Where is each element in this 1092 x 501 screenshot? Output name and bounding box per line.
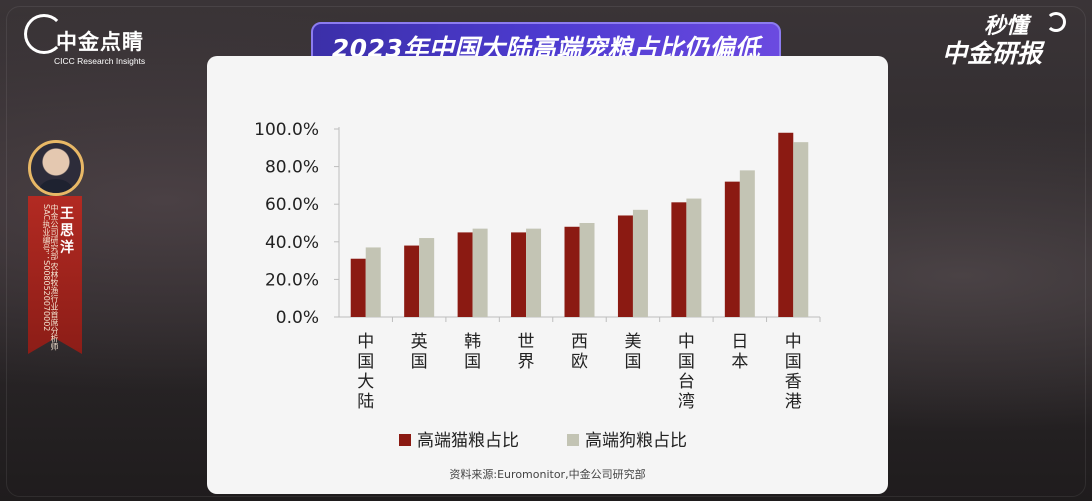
video-frame bbox=[6, 6, 1086, 497]
bar-cat bbox=[457, 232, 473, 317]
bar-cat bbox=[617, 215, 633, 317]
x-tick-label: 港 bbox=[785, 392, 802, 412]
x-tick-label: 韩 bbox=[464, 332, 481, 352]
bar-cat bbox=[564, 226, 580, 317]
bar-cat bbox=[671, 202, 687, 317]
x-tick-label: 美 bbox=[624, 332, 641, 352]
x-tick-label: 世 bbox=[518, 332, 535, 352]
bar-dog bbox=[472, 228, 488, 317]
x-tick-label: 台 bbox=[678, 372, 695, 392]
logo-name: 中金点睛 bbox=[56, 30, 144, 54]
bar-dog bbox=[686, 198, 702, 317]
chart-panel: 0.0% 20.0% 40.0% 60.0% 80.0% 100.0% 中国大陆英国韩国世界… bbox=[207, 56, 888, 494]
x-tick-label: 香 bbox=[785, 372, 802, 392]
bar-dog bbox=[419, 238, 435, 317]
legend-label: 高端猫粮占比 bbox=[417, 431, 519, 451]
x-tick-label: 日 bbox=[731, 332, 748, 352]
x-tick-label: 国 bbox=[464, 352, 481, 372]
logo-subtitle: CICC Research Insights bbox=[54, 56, 146, 66]
avatar-body bbox=[39, 179, 73, 193]
bar-chart: 0.0%20.0%40.0%60.0%80.0%100.0%中国大陆英国韩国世界… bbox=[254, 120, 821, 451]
bar-dog bbox=[526, 228, 542, 317]
x-tick-label: 中 bbox=[357, 332, 374, 352]
chart-source: 资料来源:Euromonitor,中金公司研究部 bbox=[449, 468, 646, 481]
bar-cat bbox=[404, 245, 420, 317]
legend-swatch bbox=[399, 434, 411, 446]
x-tick-label: 本 bbox=[731, 352, 748, 372]
cicc-logo-icon bbox=[24, 14, 64, 54]
brand-line2: 中金研报 bbox=[941, 39, 1042, 68]
avatar bbox=[28, 140, 84, 196]
x-tick-label: 界 bbox=[518, 352, 535, 372]
x-tick-label: 西 bbox=[571, 332, 588, 352]
y-tick-label: 0.0% bbox=[276, 308, 319, 328]
x-tick-label: 中 bbox=[785, 332, 802, 352]
y-tick-label: 100.0% bbox=[254, 120, 319, 140]
x-tick-label: 英 bbox=[411, 332, 428, 352]
x-tick-label: 大 bbox=[357, 372, 374, 392]
y-tick-label: 40.0% bbox=[265, 233, 319, 253]
bar-cat bbox=[350, 258, 366, 317]
bar-dog bbox=[739, 170, 755, 317]
x-tick-label: 中 bbox=[678, 332, 695, 352]
y-tick-label: 60.0% bbox=[265, 195, 319, 215]
x-tick-label: 欧 bbox=[571, 352, 588, 372]
brand-line1: 秒懂 bbox=[983, 14, 1028, 39]
brand-swirl-icon bbox=[1046, 12, 1066, 32]
bar-cat bbox=[724, 181, 740, 317]
x-tick-label: 国 bbox=[678, 352, 695, 372]
speaker-card: 中金公司研究部 农林牧渔行业首席分析师 SAC执业编号：S00805200700… bbox=[24, 138, 90, 368]
legend-label: 高端狗粮占比 bbox=[585, 431, 687, 451]
x-tick-label: 国 bbox=[411, 352, 428, 372]
bar-cat bbox=[511, 232, 527, 317]
x-tick-label: 国 bbox=[357, 352, 374, 372]
bar-dog bbox=[793, 142, 809, 317]
legend-swatch bbox=[567, 434, 579, 446]
speaker-ribbon bbox=[28, 196, 82, 354]
x-tick-label: 国 bbox=[624, 352, 641, 372]
bar-dog bbox=[632, 209, 648, 317]
bar-dog bbox=[579, 223, 595, 317]
speaker-info: 中金公司研究部 农林牧渔行业首席分析师 SAC执业编号：S00805200700… bbox=[42, 204, 58, 351]
x-tick-label: 陆 bbox=[357, 392, 374, 412]
speaker-name: 王思洋 bbox=[60, 206, 74, 256]
bar-cat bbox=[778, 132, 794, 317]
y-tick-label: 80.0% bbox=[265, 158, 319, 178]
y-tick-label: 20.0% bbox=[265, 270, 319, 290]
x-tick-label: 湾 bbox=[678, 392, 695, 412]
brand-logo: 秒懂 中金研报 bbox=[920, 8, 1070, 68]
bar-dog bbox=[365, 247, 381, 317]
x-tick-label: 国 bbox=[785, 352, 802, 372]
